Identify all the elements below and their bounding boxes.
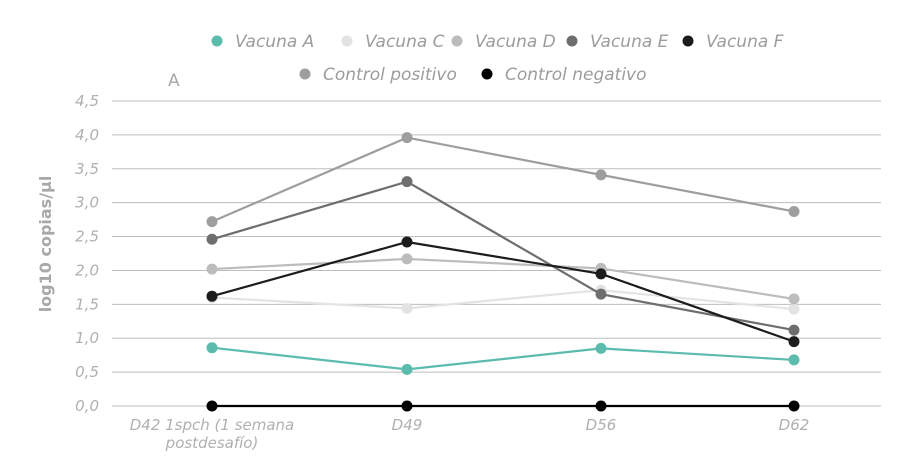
data-point (401, 132, 413, 144)
legend-marker (481, 68, 493, 80)
legend-marker (682, 35, 694, 47)
y-tick-label: 3,5 (75, 160, 99, 178)
legend-label: Vacuna C (365, 32, 445, 52)
y-axis-label: log10 copias/µl (36, 176, 55, 313)
data-point (206, 290, 218, 302)
legend-label: Vacuna A (235, 32, 314, 52)
series-3 (206, 176, 800, 336)
y-tick-labels: 0,0 0,5 1,0 1,5 2,0 2,5 3,0 3,5 4,0 4,5 (75, 92, 99, 415)
x-tick-label: D42 1spch (1 semana (130, 416, 295, 434)
data-point (206, 263, 218, 275)
data-point (401, 236, 413, 248)
x-tick-label: D62 (779, 416, 810, 434)
legend-marker (341, 35, 353, 47)
series-6 (206, 400, 800, 412)
legend-label: Control negativo (505, 65, 647, 85)
y-tick-label: 0,0 (75, 397, 99, 415)
data-point (401, 253, 413, 265)
series-4 (206, 236, 800, 348)
data-point (401, 176, 413, 188)
series-line (211, 346, 795, 371)
data-point (401, 400, 413, 412)
y-tick-label: 2,0 (75, 261, 99, 279)
data-point (788, 205, 800, 217)
legend-marker (299, 68, 311, 80)
data-point (595, 400, 607, 412)
legend-marker (211, 35, 223, 47)
data-point (595, 268, 607, 280)
legend-marker (451, 35, 463, 47)
data-point (595, 169, 607, 181)
x-tick-label: D56 (586, 416, 617, 434)
series-line (211, 240, 795, 343)
data-point (788, 293, 800, 305)
legend: Vacuna A Vacuna C Vacuna D Vacuna E Vacuna F… (211, 32, 784, 85)
data-point (401, 302, 413, 314)
legend-label: Control positivo (323, 65, 457, 85)
x-tick-label: D49 (392, 416, 423, 434)
data-point (788, 400, 800, 412)
data-point (401, 363, 413, 375)
x-tick-label: postdesafío) (165, 434, 259, 452)
y-tick-label: 2,5 (75, 228, 99, 246)
legend-label: Vacuna E (590, 32, 669, 52)
legend-marker (566, 35, 578, 47)
gridlines (112, 100, 881, 407)
data-point (206, 233, 218, 245)
data-point (595, 288, 607, 300)
series-line (211, 288, 795, 311)
legend-label: Vacuna D (475, 32, 556, 52)
series-lines (206, 132, 800, 412)
panel-label: A (168, 71, 180, 91)
series-0 (206, 342, 800, 375)
series-line (211, 136, 795, 223)
data-point (788, 303, 800, 315)
y-tick-label: 1,0 (75, 329, 99, 347)
data-point (206, 342, 218, 354)
series-1 (206, 284, 800, 315)
y-tick-label: 4,0 (75, 126, 99, 144)
series-line (211, 180, 795, 332)
legend-label: Vacuna F (706, 32, 784, 52)
data-point (595, 342, 607, 354)
data-point (206, 216, 218, 228)
series-line (211, 257, 795, 300)
data-point (788, 336, 800, 348)
data-point (206, 400, 218, 412)
series-2 (206, 253, 800, 305)
y-tick-label: 0,5 (75, 363, 99, 381)
series-5 (206, 132, 800, 228)
y-tick-label: 1,5 (75, 295, 99, 313)
y-tick-label: 3,0 (75, 194, 99, 212)
data-point (788, 324, 800, 336)
y-tick-label: 4,5 (75, 92, 99, 110)
data-point (788, 354, 800, 366)
